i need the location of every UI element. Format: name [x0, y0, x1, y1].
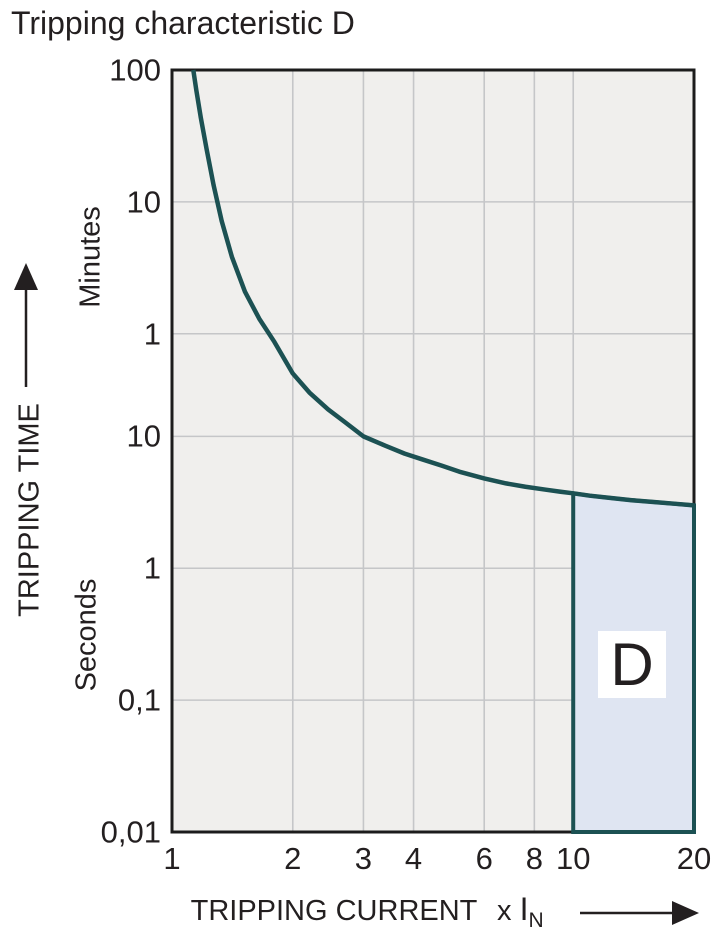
chart-title: Tripping characteristic D — [11, 5, 355, 41]
x-tick-label: 4 — [404, 841, 423, 876]
x-axis-unit-symbol: I — [519, 891, 529, 927]
x-axis-direction-right-arrow-icon — [580, 901, 699, 925]
x-tick-label: 1 — [163, 841, 181, 876]
y-axis-title: TRIPPING TIME — [13, 403, 46, 617]
x-axis-unit-prefix: x — [497, 895, 512, 927]
x-tick-label: 3 — [354, 841, 373, 876]
trip-curve — [191, 69, 695, 508]
y-axis-unit-seconds: Seconds — [70, 578, 103, 692]
x-axis-unit-subscript: N — [528, 908, 544, 932]
y-tick-label: 100 — [109, 52, 161, 88]
region-d-label: D — [598, 631, 666, 698]
x-tick-label: 6 — [475, 841, 493, 876]
y-axis-unit-minutes: Minutes — [74, 206, 107, 308]
x-axis-title: TRIPPING CURRENT — [190, 895, 478, 927]
plot-border — [170, 68, 696, 834]
y-tick-label: 10 — [126, 418, 161, 454]
y-tick-label: 1 — [143, 550, 161, 586]
y-tick-label: 1 — [143, 316, 161, 352]
x-tick-label: 2 — [284, 841, 302, 876]
x-tick-label: 8 — [525, 841, 543, 876]
y-tick-label: 0,01 — [100, 814, 161, 850]
y-tick-label: 10 — [126, 184, 161, 220]
x-axis-unit: x IN — [497, 891, 544, 931]
y-axis-direction-up-arrow-icon — [14, 263, 38, 387]
x-tick-label: 10 — [555, 841, 591, 876]
x-tick-label: 20 — [676, 841, 712, 876]
y-tick-label: 0,1 — [117, 682, 161, 718]
